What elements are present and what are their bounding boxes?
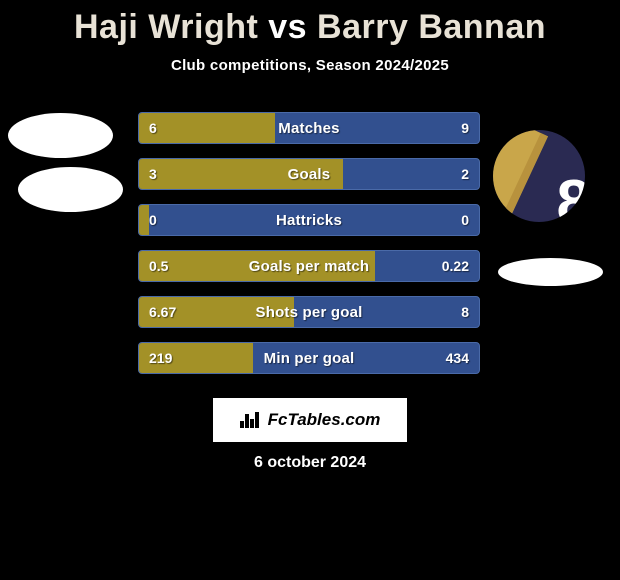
stat-value-left: 0: [139, 205, 167, 235]
stat-row: Goals3 2: [138, 158, 480, 190]
player2-avatar: 8: [493, 130, 585, 222]
stat-value-right: 434: [436, 343, 479, 373]
player1-badge-1: [8, 113, 113, 158]
brand-text: FcTables.com: [268, 410, 381, 430]
stat-row: Hattricks0 0: [138, 204, 480, 236]
player1-name: Haji Wright: [74, 8, 258, 46]
page-title: Haji Wright vs Barry Bannan: [0, 0, 620, 47]
player2-badge: [498, 258, 603, 286]
brand-icon: [240, 412, 262, 428]
stat-row: Min per goal219 434: [138, 342, 480, 374]
stat-value-right: 9: [451, 113, 479, 143]
stat-value-right: 8: [451, 297, 479, 327]
stat-label: Goals: [139, 159, 479, 189]
stat-value-right: 0.22: [432, 251, 479, 281]
jersey-number: 8: [557, 167, 585, 222]
stat-label: Shots per goal: [139, 297, 479, 327]
stat-value-right: 2: [451, 159, 479, 189]
stat-value-left: 219: [139, 343, 182, 373]
date-label: 6 october 2024: [0, 454, 620, 472]
stat-value-left: 6: [139, 113, 167, 143]
subtitle: Club competitions, Season 2024/2025: [0, 57, 620, 74]
stat-value-left: 6.67: [139, 297, 186, 327]
player1-badge-2: [18, 167, 123, 212]
stat-value-left: 0.5: [139, 251, 178, 281]
stat-row: Matches6 9: [138, 112, 480, 144]
stat-row: Goals per match0.5 0.22: [138, 250, 480, 282]
player2-name: Barry Bannan: [317, 8, 546, 46]
brand-card: FcTables.com: [213, 398, 407, 442]
stat-value-right: 0: [451, 205, 479, 235]
stat-label: Matches: [139, 113, 479, 143]
stat-row: Shots per goal6.67 8: [138, 296, 480, 328]
stat-value-left: 3: [139, 159, 167, 189]
stage: 8 Matches6 9 Goals3 2 Hattricks0 0 Goals per m…: [0, 112, 620, 392]
comparison-card: Haji Wright vs Barry Bannan Club competi…: [0, 0, 620, 580]
stat-label: Goals per match: [139, 251, 479, 281]
comparison-bars: Matches6 9 Goals3 2 Hattricks0 0 Goals per mat…: [138, 112, 480, 388]
stat-label: Hattricks: [139, 205, 479, 235]
vs-label: vs: [268, 8, 307, 46]
stat-label: Min per goal: [139, 343, 479, 373]
jersey-stripe: [493, 130, 548, 222]
